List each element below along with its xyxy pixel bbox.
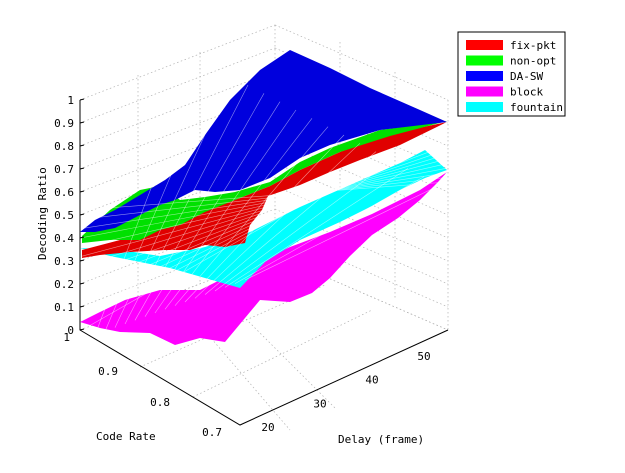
legend-swatch-fix-pkt	[466, 40, 503, 50]
z-tick-mark	[79, 259, 85, 262]
surface-da-sw	[80, 50, 447, 232]
z-grid-line	[274, 231, 449, 308]
mesh-line	[164, 118, 313, 310]
z-tick-label: 0.9	[54, 117, 74, 130]
z-tick-label: 0.1	[54, 301, 74, 314]
legend-swatch-fountain	[466, 102, 503, 112]
z-grid-line	[79, 70, 276, 147]
surface-block	[80, 172, 447, 345]
y-axis: 0.7 0.8 0.9 1	[63, 331, 222, 439]
z-tick-label: 0.7	[54, 163, 74, 176]
legend-label-non-opt: non-opt	[510, 55, 556, 68]
mesh-line	[224, 168, 409, 288]
z-grid-line	[79, 47, 276, 124]
mesh-line	[134, 93, 265, 321]
mesh-line	[144, 101, 281, 317]
z-tick-mark	[79, 282, 85, 285]
z-grid-line	[274, 139, 449, 216]
mesh-line	[204, 151, 377, 295]
mesh-line	[81, 172, 448, 229]
mesh-line	[104, 68, 217, 332]
x-tick-label: 40	[365, 374, 378, 387]
z-tick-label: 1	[67, 94, 74, 107]
z-grid-line	[274, 185, 449, 262]
z-grid-line	[274, 208, 449, 285]
z-tick-mark	[79, 98, 85, 101]
mesh-line	[124, 84, 249, 325]
y-tick-label: 0.8	[150, 396, 170, 409]
y-axis-label: Code Rate	[96, 430, 156, 443]
mesh-line	[184, 134, 345, 303]
surfaces	[80, 50, 448, 345]
mesh-line	[81, 163, 448, 248]
z-tick-mark	[79, 144, 85, 147]
mesh-line	[154, 109, 297, 314]
z-axis: 0 0.1 0.2 0.3 0.4 0.5 0.6 0.7 0.8 0.9 1	[54, 94, 85, 337]
x-tick-label: 20	[261, 421, 274, 434]
legend-label-fix-pkt: fix-pkt	[510, 39, 556, 52]
mesh-line	[81, 177, 448, 220]
mesh-line	[81, 140, 448, 294]
z-grid-line	[79, 116, 276, 193]
y-tick-label: 0.7	[202, 426, 222, 439]
mesh-line	[244, 184, 441, 281]
mesh-line	[194, 143, 361, 299]
mesh-line	[81, 126, 448, 322]
surface-non-opt	[82, 121, 447, 243]
z-axis-label: Decoding Ratio	[36, 167, 49, 260]
mesh-line	[81, 181, 448, 211]
z-tick-mark	[79, 213, 85, 216]
mesh-line	[81, 154, 448, 266]
mesh-line	[214, 159, 393, 292]
mesh-line	[234, 176, 425, 284]
z-tick-label: 0.2	[54, 278, 74, 291]
z-tick-mark	[79, 167, 85, 170]
mesh-line	[81, 149, 448, 275]
mesh-line	[81, 121, 448, 331]
legend: fix-pkt non-opt DA-SW block fountain	[457, 31, 566, 117]
z-tick-label: 0.8	[54, 140, 74, 153]
legend-swatch-non-opt	[466, 55, 503, 66]
z-tick-label: 0.4	[54, 232, 74, 245]
mesh-line	[81, 158, 448, 257]
z-tick-mark	[79, 121, 85, 124]
z-tick-label: 0	[67, 324, 74, 337]
z-grid-line	[79, 93, 276, 170]
legend-label-block: block	[510, 86, 543, 99]
z-grid-line	[274, 162, 449, 239]
z-grid-line	[79, 24, 276, 101]
mesh-line	[174, 126, 329, 306]
legend-swatch-block	[466, 86, 503, 97]
z-tick-label: 0.3	[54, 255, 74, 268]
z-tick-label: 0.5	[54, 209, 74, 222]
legend-label-DA-SW: DA-SW	[510, 70, 543, 83]
x-tick-label: 30	[313, 397, 326, 410]
legend-label-fountain: fountain	[510, 101, 563, 114]
x-tick-label: 50	[417, 350, 430, 363]
x-axis: 20 30 40 50	[261, 350, 430, 434]
y-tick-label: 1	[63, 331, 70, 344]
z-tick-mark	[79, 305, 85, 308]
mesh-line	[94, 59, 201, 336]
z-tick-mark	[79, 236, 85, 239]
mesh-line	[81, 144, 448, 285]
z-grid-line	[274, 24, 449, 101]
z-tick-mark	[79, 328, 85, 331]
mesh-line	[81, 167, 448, 238]
mesh-line	[81, 130, 448, 312]
mesh-line	[81, 135, 448, 303]
z-tick-label: 0.6	[54, 186, 74, 199]
z-tick-mark	[79, 190, 85, 193]
legend-swatch-DA-SW	[466, 71, 503, 81]
y-tick-label: 0.9	[98, 365, 118, 378]
x-axis-label: Delay (frame)	[338, 433, 424, 446]
